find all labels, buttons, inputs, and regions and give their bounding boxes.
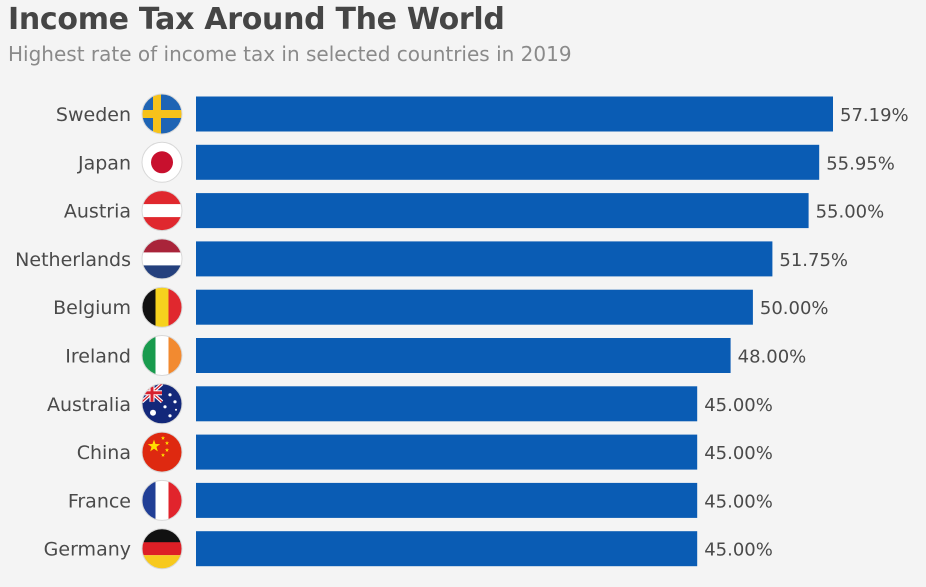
bar — [196, 144, 820, 180]
bar — [196, 386, 698, 422]
value-label: 57.19% — [840, 105, 909, 126]
france-flag-icon — [141, 479, 183, 521]
austria-flag-icon — [141, 190, 183, 232]
bar — [196, 289, 753, 325]
chart-title: Income Tax Around The World — [8, 2, 505, 37]
bar — [196, 482, 698, 518]
bar — [196, 193, 809, 229]
value-label: 55.00% — [816, 202, 885, 223]
netherlands-flag-icon — [141, 238, 183, 280]
bar — [196, 241, 773, 277]
australia-flag-icon — [141, 383, 183, 425]
chart-subtitle: Highest rate of income tax in selected c… — [8, 42, 572, 66]
belgium-flag-icon — [141, 286, 183, 328]
category-label: Ireland — [65, 346, 131, 368]
germany-flag-icon — [141, 528, 183, 570]
bar — [196, 531, 698, 567]
china-flag-icon — [141, 431, 183, 473]
value-label: 45.00% — [704, 540, 773, 561]
category-label: China — [77, 442, 131, 464]
category-label: Australia — [47, 394, 131, 416]
ireland-flag-icon — [141, 335, 183, 376]
value-label: 51.75% — [779, 250, 848, 271]
category-label: Germany — [44, 539, 131, 561]
value-label: 50.00% — [760, 298, 829, 319]
value-label: 45.00% — [704, 395, 773, 416]
category-label: Austria — [64, 201, 131, 223]
category-label: Japan — [77, 152, 131, 174]
japan-flag-icon — [141, 141, 183, 183]
bar — [196, 338, 731, 373]
category-label: Belgium — [53, 297, 131, 319]
value-label: 55.95% — [826, 153, 895, 174]
value-label: 48.00% — [738, 347, 807, 368]
value-label: 45.00% — [704, 491, 773, 512]
bar — [196, 434, 698, 470]
category-label: Netherlands — [15, 249, 131, 271]
category-label: Sweden — [56, 104, 131, 126]
bar — [196, 96, 833, 132]
category-label: France — [68, 490, 131, 512]
sweden-flag-icon — [141, 93, 183, 135]
value-label: 45.00% — [704, 443, 773, 464]
